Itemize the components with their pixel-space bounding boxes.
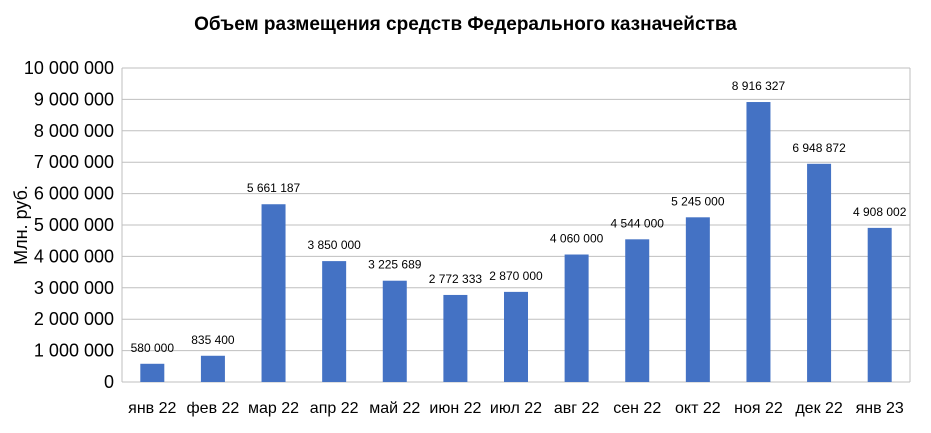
bar (443, 294, 468, 382)
bar (504, 291, 528, 382)
data-label: 4 060 000 (550, 232, 604, 246)
y-axis-label: Млн. руб. (11, 185, 31, 265)
x-tick-label: ноя 22 (734, 400, 783, 417)
data-label: 835 400 (191, 333, 235, 347)
data-label: 2 870 000 (489, 269, 543, 283)
bar (807, 163, 832, 382)
data-label: 5 245 000 (671, 194, 725, 208)
bar (685, 217, 710, 382)
data-label: 2 772 333 (429, 272, 483, 286)
y-tick-label: 6 000 000 (34, 184, 114, 204)
x-tick-label: июн 22 (429, 400, 481, 417)
data-label: 6 948 872 (792, 141, 846, 155)
x-axis-ticks: янв 22 фев 22 мар 22 апр 22 май 22 июн 22 июл … (128, 400, 904, 417)
bar (564, 254, 589, 382)
chart-title: Объем размещения средств Федерального ка… (194, 14, 737, 35)
y-axis-ticks: 0 1 000 000 2 000 000 3 000 000 4 000 000 5 0… (24, 58, 114, 392)
y-tick-label: 4 000 000 (34, 246, 114, 266)
bar (382, 280, 407, 382)
x-tick-label: авг 22 (554, 400, 600, 417)
data-label: 4 544 000 (611, 216, 665, 230)
data-label: 3 850 000 (307, 238, 361, 252)
y-tick-label: 10 000 000 (24, 58, 114, 78)
y-tick-label: 5 000 000 (34, 215, 114, 235)
x-tick-label: сен 22 (613, 400, 661, 417)
data-label: 5 661 187 (247, 181, 301, 195)
y-tick-label: 9 000 000 (34, 89, 114, 109)
x-tick-label: янв 22 (128, 400, 176, 417)
x-tick-label: окт 22 (675, 400, 721, 417)
x-tick-label: фев 22 (187, 400, 240, 417)
x-tick-label: дек 22 (795, 400, 843, 417)
bar (261, 204, 286, 382)
bar (746, 102, 771, 382)
data-label: 580 000 (131, 341, 175, 355)
bars (140, 102, 892, 382)
y-tick-label: 3 000 000 (34, 278, 114, 298)
data-label: 3 225 689 (368, 258, 422, 272)
data-label: 4 908 002 (853, 205, 907, 219)
bar (322, 261, 347, 382)
y-tick-label: 2 000 000 (34, 309, 114, 329)
bar (140, 363, 165, 382)
x-tick-label: май 22 (369, 400, 420, 417)
x-tick-label: июл 22 (490, 400, 542, 417)
y-tick-label: 0 (104, 372, 114, 392)
data-label: 8 916 327 (732, 79, 786, 93)
x-tick-label: янв 23 (856, 400, 904, 417)
y-tick-label: 7 000 000 (34, 152, 114, 172)
x-tick-label: апр 22 (310, 400, 359, 417)
y-tick-label: 1 000 000 (34, 341, 114, 361)
bar (200, 355, 225, 382)
data-labels: 580 000 835 400 5 661 187 3 850 000 3 225 68… (131, 79, 907, 355)
bar (867, 227, 892, 382)
x-tick-label: мар 22 (248, 400, 299, 417)
bar (625, 239, 650, 382)
y-tick-label: 8 000 000 (34, 121, 114, 141)
